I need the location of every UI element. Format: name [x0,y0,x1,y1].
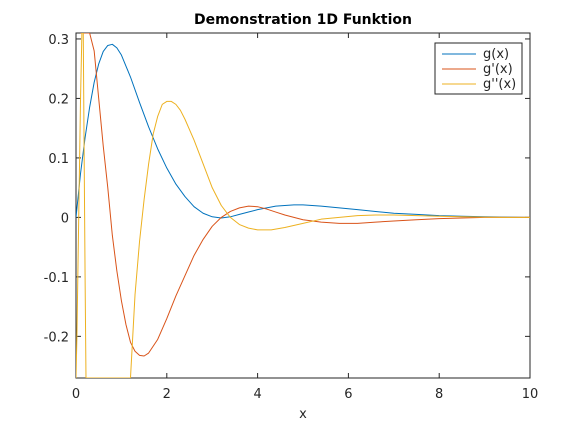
y-tick-label: -0.2 [44,330,69,345]
y-tick-label: -0.1 [44,271,69,286]
x-tick-label: 4 [253,387,261,402]
y-tick-label: 0.1 [48,152,69,167]
series-line-g-x [80,33,530,357]
x-tick-label: 6 [344,387,352,402]
x-axis: 0 2 4 6 8 10 [72,33,538,402]
x-tick-label: 2 [163,387,171,402]
x-tick-label: 8 [435,387,443,402]
x-tick-label: 10 [522,387,539,402]
legend: g(x)g'(x)g''(x) [434,42,523,95]
chart-title: Demonstration 1D Funktion [194,12,412,28]
y-tick-label: 0.2 [48,92,69,107]
series-line-g-x [76,33,530,378]
y-tick-label: 0.3 [48,33,69,48]
x-tick-label: 0 [72,387,80,402]
legend-entry-label: g'(x) [483,62,513,77]
x-axis-label: x [299,407,307,422]
y-tick-label: 0 [61,211,69,226]
series-layer [76,33,530,378]
legend-entry-label: g''(x) [483,77,516,92]
series-line-g-x [76,43,530,219]
legend-entry-label: g(x) [483,47,509,62]
